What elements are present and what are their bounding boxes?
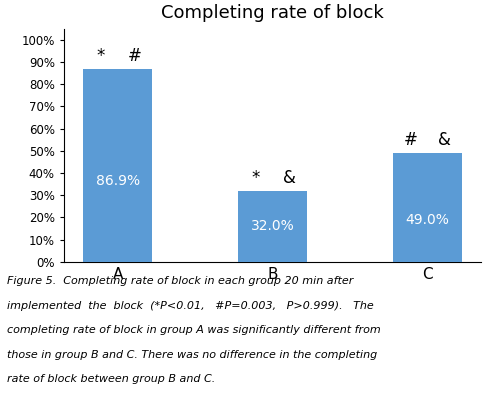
Bar xyxy=(392,153,462,262)
Text: &: & xyxy=(283,169,296,187)
Text: those in group B and C. There was no difference in the completing: those in group B and C. There was no dif… xyxy=(7,350,378,360)
Text: implemented  the  block  (*P<0.01,   #P=0.003,   P>0.999).   The: implemented the block (*P<0.01, #P=0.003… xyxy=(7,301,374,310)
Title: Completing rate of block: Completing rate of block xyxy=(161,4,384,22)
Text: Figure 5.  Completing rate of block in each group 20 min after: Figure 5. Completing rate of block in ea… xyxy=(7,276,354,286)
Text: #: # xyxy=(128,47,141,65)
Text: 49.0%: 49.0% xyxy=(406,213,449,227)
Bar xyxy=(238,191,307,262)
Text: *: * xyxy=(96,47,105,65)
Text: *: * xyxy=(251,169,260,187)
Text: completing rate of block in group A was significantly different from: completing rate of block in group A was … xyxy=(7,325,381,335)
Text: 32.0%: 32.0% xyxy=(250,219,295,233)
Text: rate of block between group B and C.: rate of block between group B and C. xyxy=(7,374,216,384)
Text: 86.9%: 86.9% xyxy=(96,174,140,188)
Bar xyxy=(83,69,153,262)
Text: &: & xyxy=(438,131,451,149)
Text: #: # xyxy=(404,131,417,149)
